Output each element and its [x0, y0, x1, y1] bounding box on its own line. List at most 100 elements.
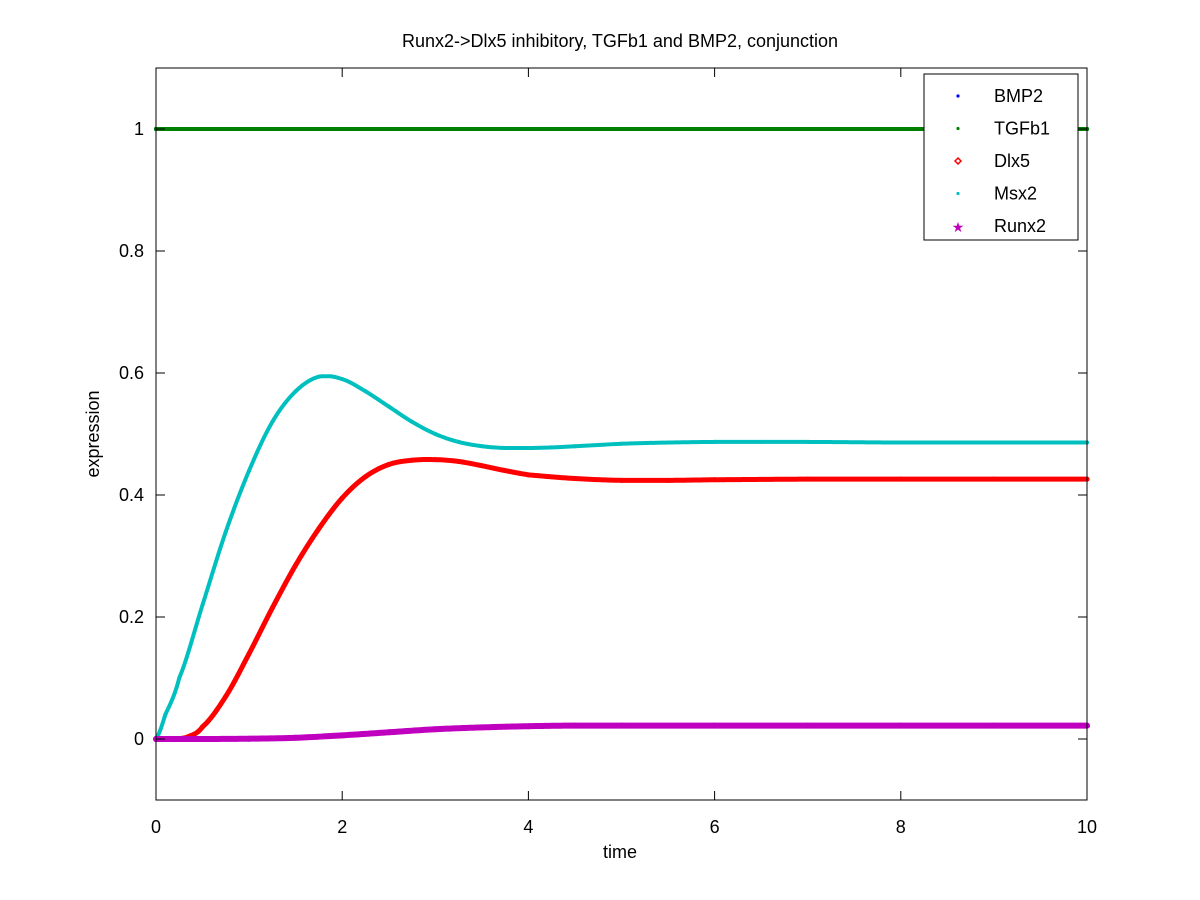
- y-tick-label: 0.2: [119, 607, 144, 627]
- chart-title: Runx2->Dlx5 inhibitory, TGFb1 and BMP2, …: [402, 31, 838, 51]
- legend-label-bmp2: BMP2: [994, 86, 1043, 106]
- series-msx2: [154, 374, 1089, 741]
- x-tick-label: 2: [337, 817, 347, 837]
- data-point-tgfb1: [433, 127, 438, 131]
- data-point-msx2: [549, 445, 554, 450]
- legend-label-tgfb1: TGFb1: [994, 119, 1050, 139]
- data-point-dlx5: [572, 476, 578, 482]
- data-point-msx2: [456, 439, 461, 444]
- data-point-dlx5: [898, 476, 904, 482]
- data-point-runx2: [478, 724, 485, 731]
- data-point-runx2: [804, 722, 811, 729]
- data-point-runx2: [432, 726, 439, 733]
- data-point-tgfb1: [712, 127, 717, 131]
- legend-marker-bmp2: [956, 94, 960, 98]
- data-point-runx2: [711, 722, 718, 729]
- data-point-msx2: [526, 446, 531, 451]
- data-point-msx2: [247, 468, 252, 473]
- data-point-msx2: [363, 389, 368, 394]
- data-point-msx2: [163, 712, 168, 717]
- data-point-msx2: [572, 444, 577, 449]
- legend-marker-msx2: [956, 191, 960, 196]
- data-point-runx2: [199, 736, 206, 742]
- legend-marker-runx2: ★: [952, 220, 965, 236]
- y-tick-label: 0.6: [119, 363, 144, 383]
- x-tick-label: 4: [523, 817, 533, 837]
- data-point-msx2: [898, 440, 903, 445]
- data-point-dlx5: [712, 477, 718, 483]
- data-point-dlx5: [386, 462, 392, 467]
- data-point-runx2: [525, 723, 532, 730]
- data-point-dlx5: [456, 458, 462, 464]
- data-point-dlx5: [269, 605, 275, 611]
- data-point-msx2: [223, 529, 228, 534]
- data-point-msx2: [805, 439, 810, 444]
- data-point-dlx5: [665, 477, 671, 483]
- data-point-tgfb1: [247, 127, 252, 131]
- plot-frame: [155, 67, 1088, 801]
- y-tick-label: 0.8: [119, 241, 144, 261]
- data-point-dlx5: [502, 468, 508, 474]
- data-point-tgfb1: [619, 127, 624, 131]
- data-point-runx2: [618, 722, 625, 729]
- data-point-msx2: [712, 439, 717, 444]
- data-point-msx2: [200, 602, 205, 607]
- x-axis-label: time: [603, 842, 637, 862]
- legend-box: [923, 73, 1079, 241]
- data-point-msx2: [759, 439, 764, 444]
- data-point-msx2: [479, 444, 484, 449]
- data-point-runx2: [385, 729, 392, 736]
- data-point-dlx5: [293, 562, 299, 568]
- data-point-msx2: [410, 419, 415, 424]
- data-point-runx2: [292, 734, 299, 741]
- data-point-msx2: [293, 389, 298, 394]
- data-point-msx2: [340, 377, 345, 382]
- data-point-tgfb1: [526, 127, 531, 131]
- x-tick-label: 8: [896, 817, 906, 837]
- data-point-msx2: [666, 440, 671, 445]
- x-tick-label: 10: [1077, 817, 1097, 837]
- x-tick-label: 0: [151, 817, 161, 837]
- data-point-msx2: [270, 419, 275, 424]
- data-point-dlx5: [362, 474, 368, 480]
- legend-label-runx2: Runx2: [994, 216, 1046, 236]
- data-point-dlx5: [619, 477, 624, 483]
- legend-marker-dlx5: [953, 156, 963, 166]
- data-point-runx2: [246, 735, 253, 742]
- legend-label-msx2: Msx2: [994, 184, 1037, 204]
- data-point-tgfb1: [898, 127, 903, 131]
- data-point-runx2: [990, 722, 997, 729]
- x-tick-label: 6: [710, 817, 720, 837]
- data-point-dlx5: [200, 724, 206, 730]
- data-point-msx2: [503, 446, 508, 451]
- data-point-dlx5: [409, 457, 415, 463]
- data-point-dlx5: [479, 463, 485, 469]
- y-tick-label: 1: [134, 119, 144, 139]
- y-axis-label: expression: [83, 390, 103, 477]
- legend-marker-tgfb1: [956, 126, 960, 131]
- data-point-msx2: [619, 441, 624, 446]
- data-point-msx2: [386, 404, 391, 409]
- data-point-dlx5: [246, 651, 252, 657]
- legend-label-dlx5: Dlx5: [994, 151, 1030, 171]
- data-point-dlx5: [991, 476, 997, 482]
- data-point-dlx5: [525, 472, 531, 478]
- legend: BMP2 TGFb1 Dlx5 Msx2 ★ Runx2: [923, 73, 1079, 241]
- data-point-dlx5: [432, 457, 438, 463]
- data-point-msx2: [177, 676, 182, 680]
- data-point-msx2: [991, 440, 996, 445]
- data-point-msx2: [316, 374, 321, 379]
- data-point-dlx5: [805, 476, 811, 482]
- y-tick-label: 0: [134, 729, 144, 749]
- data-point-dlx5: [316, 526, 322, 532]
- data-point-dlx5: [339, 495, 345, 501]
- axes-layer: 0 2 4 6 8 10 0 0.2 0.4 0.6 0.8 1: [119, 67, 1097, 837]
- y-tick-label: 0.4: [119, 485, 144, 505]
- data-point-runx2: [897, 722, 904, 729]
- data-point-tgfb1: [340, 127, 345, 131]
- data-point-dlx5: [223, 693, 229, 699]
- data-point-runx2: [339, 732, 346, 739]
- data-point-msx2: [433, 432, 438, 436]
- data-point-runx2: [571, 722, 578, 729]
